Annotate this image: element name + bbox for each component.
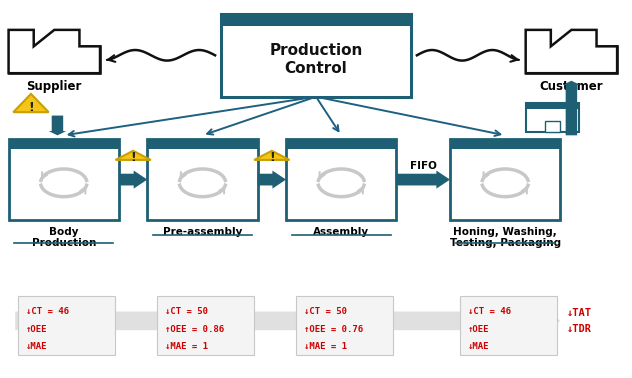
Text: Body
Production: Body Production (32, 227, 96, 248)
Bar (157, 296, 254, 355)
Bar (450, 139, 561, 220)
Bar (286, 139, 396, 220)
Bar (450, 139, 561, 149)
Bar (545, 121, 560, 132)
Polygon shape (49, 116, 66, 135)
Polygon shape (562, 81, 580, 135)
Text: Production
Control: Production Control (269, 43, 363, 76)
Bar (296, 296, 393, 355)
Bar (9, 139, 119, 220)
Text: ↑OEE = 0.86: ↑OEE = 0.86 (165, 325, 224, 333)
Text: ↓CT = 46: ↓CT = 46 (26, 307, 69, 316)
Bar (9, 46, 100, 73)
Bar (459, 296, 557, 355)
Bar (526, 103, 580, 109)
Text: ↓MAE = 1: ↓MAE = 1 (303, 342, 346, 351)
Text: ↓CT = 50: ↓CT = 50 (303, 307, 346, 316)
Bar (18, 296, 116, 355)
Text: ↓TAT: ↓TAT (566, 308, 592, 318)
Text: ↓MAE = 1: ↓MAE = 1 (165, 342, 208, 351)
Text: ↑OEE: ↑OEE (468, 325, 489, 333)
Bar (147, 139, 258, 149)
Polygon shape (13, 94, 49, 112)
Text: FIFO: FIFO (410, 161, 437, 171)
Text: Honing, Washing,
Testing, Packaging: Honing, Washing, Testing, Packaging (449, 227, 561, 248)
Bar (9, 139, 119, 149)
Text: ↓MAE: ↓MAE (26, 342, 47, 351)
Text: ↓MAE: ↓MAE (468, 342, 489, 351)
Polygon shape (258, 170, 286, 189)
Text: ↓CT = 46: ↓CT = 46 (468, 307, 511, 316)
Text: !: ! (130, 151, 136, 164)
Bar (221, 14, 411, 97)
Polygon shape (119, 170, 147, 189)
Text: Supplier: Supplier (27, 80, 82, 93)
Text: ↓TDR: ↓TDR (566, 324, 592, 334)
Polygon shape (9, 30, 100, 73)
Polygon shape (116, 151, 151, 160)
Text: ↓CT = 50: ↓CT = 50 (165, 307, 208, 316)
Polygon shape (254, 151, 289, 160)
Text: Customer: Customer (540, 80, 603, 93)
Bar (286, 139, 396, 149)
Text: !: ! (28, 101, 34, 113)
Polygon shape (396, 170, 450, 189)
Bar (221, 14, 411, 26)
Bar (526, 46, 617, 73)
Text: ↑OEE = 0.76: ↑OEE = 0.76 (303, 325, 363, 333)
Bar (526, 103, 580, 132)
Polygon shape (526, 30, 617, 73)
Text: !: ! (269, 151, 275, 164)
Text: Pre-assembly: Pre-assembly (163, 227, 242, 237)
Bar (147, 139, 258, 220)
Text: Assembly: Assembly (313, 227, 369, 237)
Text: ↑OEE: ↑OEE (26, 325, 47, 333)
Polygon shape (15, 304, 560, 338)
